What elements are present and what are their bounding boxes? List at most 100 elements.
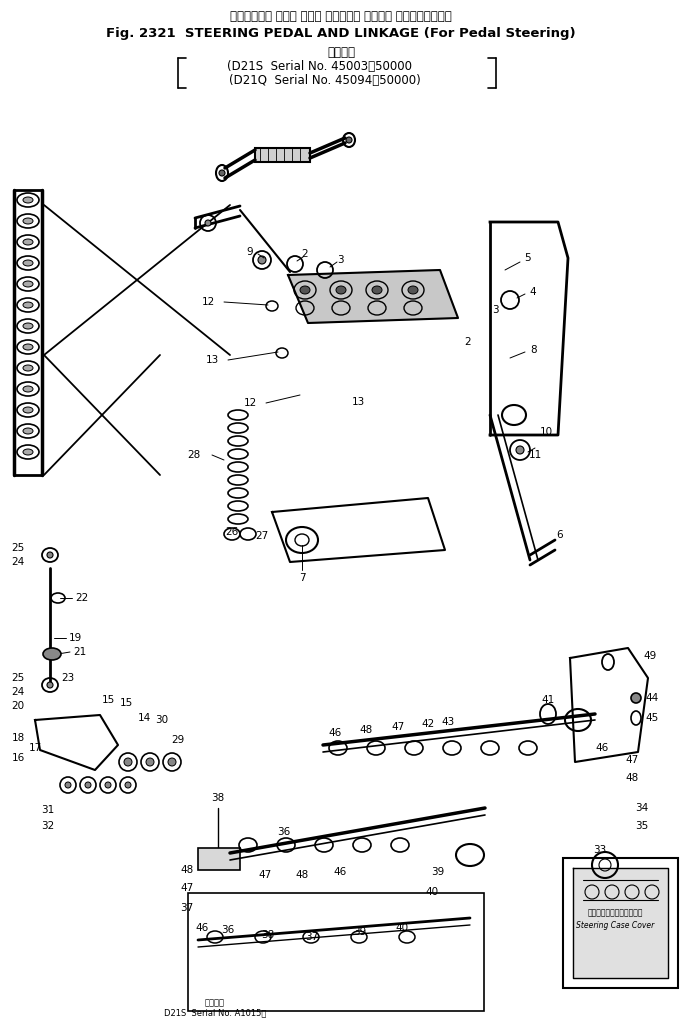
Text: 33: 33 xyxy=(593,845,606,855)
Ellipse shape xyxy=(23,449,33,455)
Text: 38: 38 xyxy=(211,793,224,803)
Text: 46: 46 xyxy=(195,923,209,933)
Text: 2: 2 xyxy=(301,249,308,259)
Ellipse shape xyxy=(23,344,33,350)
Ellipse shape xyxy=(205,220,211,226)
Text: 46: 46 xyxy=(333,868,346,877)
Text: 32: 32 xyxy=(42,821,55,831)
Text: 36: 36 xyxy=(278,827,291,837)
Ellipse shape xyxy=(300,286,310,294)
Text: 4: 4 xyxy=(530,287,536,297)
Text: 6: 6 xyxy=(557,530,563,540)
Text: 13: 13 xyxy=(351,397,365,407)
Text: 23: 23 xyxy=(61,673,74,683)
Text: 9: 9 xyxy=(247,247,253,257)
Text: 適用号機: 適用号機 xyxy=(327,45,355,58)
Ellipse shape xyxy=(23,407,33,413)
Ellipse shape xyxy=(23,365,33,371)
Ellipse shape xyxy=(336,286,346,294)
Ellipse shape xyxy=(219,170,225,176)
Text: 12: 12 xyxy=(201,297,215,307)
Text: (D21Q  Serial No. 45094～50000): (D21Q Serial No. 45094～50000) xyxy=(229,74,421,87)
Text: 31: 31 xyxy=(42,805,55,815)
Polygon shape xyxy=(573,868,668,978)
Text: 12: 12 xyxy=(243,398,256,408)
Text: 18: 18 xyxy=(12,733,25,743)
Text: 49: 49 xyxy=(643,651,657,661)
Text: 40: 40 xyxy=(396,923,409,933)
Text: 39: 39 xyxy=(353,927,367,937)
Text: 2: 2 xyxy=(464,337,471,347)
Bar xyxy=(255,148,310,162)
Ellipse shape xyxy=(23,218,33,224)
Text: 46: 46 xyxy=(328,728,342,738)
Text: 39: 39 xyxy=(432,868,445,877)
Ellipse shape xyxy=(23,197,33,203)
Text: 48: 48 xyxy=(625,773,638,783)
Ellipse shape xyxy=(43,648,61,660)
Text: 41: 41 xyxy=(542,695,554,705)
Text: 17: 17 xyxy=(29,743,42,753)
Text: 24: 24 xyxy=(12,687,25,697)
Text: 47: 47 xyxy=(391,722,404,732)
Ellipse shape xyxy=(125,782,131,788)
Text: 44: 44 xyxy=(645,693,659,703)
Ellipse shape xyxy=(258,256,266,264)
Text: 48: 48 xyxy=(180,865,194,875)
Text: ステアリングケースカバー: ステアリングケースカバー xyxy=(587,908,642,918)
Ellipse shape xyxy=(146,758,154,766)
Text: 16: 16 xyxy=(12,753,25,763)
Text: 30: 30 xyxy=(155,715,168,725)
Ellipse shape xyxy=(47,552,53,558)
Ellipse shape xyxy=(372,286,382,294)
Text: Fig. 2321  STEERING PEDAL AND LINKAGE (For Pedal Steering): Fig. 2321 STEERING PEDAL AND LINKAGE (Fo… xyxy=(106,28,576,41)
Text: 3: 3 xyxy=(492,305,499,315)
Ellipse shape xyxy=(23,302,33,308)
Text: 適用号機: 適用号機 xyxy=(205,998,225,1008)
Text: 38: 38 xyxy=(261,930,275,940)
Ellipse shape xyxy=(105,782,111,788)
Text: 45: 45 xyxy=(645,713,659,723)
Text: 15: 15 xyxy=(119,698,132,708)
Text: 22: 22 xyxy=(76,593,89,603)
Text: 40: 40 xyxy=(426,887,439,897)
Polygon shape xyxy=(288,270,458,323)
Ellipse shape xyxy=(23,239,33,244)
Ellipse shape xyxy=(85,782,91,788)
Text: 20: 20 xyxy=(12,701,25,711)
Ellipse shape xyxy=(346,137,352,143)
Bar xyxy=(563,858,678,988)
Text: 46: 46 xyxy=(595,743,608,753)
Ellipse shape xyxy=(65,782,71,788)
Text: 8: 8 xyxy=(531,345,537,355)
Text: 14: 14 xyxy=(137,713,151,723)
Text: 42: 42 xyxy=(421,719,434,729)
Text: 26: 26 xyxy=(225,527,239,537)
Ellipse shape xyxy=(23,323,33,329)
Text: 34: 34 xyxy=(636,803,649,813)
Text: 47: 47 xyxy=(625,755,638,765)
Text: 25: 25 xyxy=(12,543,25,553)
Text: 10: 10 xyxy=(539,427,552,437)
Text: 7: 7 xyxy=(299,573,306,583)
Text: 24: 24 xyxy=(12,557,25,567)
Bar xyxy=(188,893,484,1011)
Text: 27: 27 xyxy=(255,531,269,541)
Text: (D21S  Serial No. 45003～50000: (D21S Serial No. 45003～50000 xyxy=(228,59,413,73)
Ellipse shape xyxy=(516,446,524,454)
Text: 48: 48 xyxy=(295,870,309,880)
Text: 29: 29 xyxy=(171,735,185,745)
Ellipse shape xyxy=(23,428,33,434)
Text: 37: 37 xyxy=(306,932,318,942)
Text: 3: 3 xyxy=(337,255,343,265)
Text: D21S  Serial No. A1015～: D21S Serial No. A1015～ xyxy=(164,1009,266,1018)
Text: 15: 15 xyxy=(102,695,115,705)
Text: 11: 11 xyxy=(529,450,542,460)
Ellipse shape xyxy=(23,281,33,287)
Text: 47: 47 xyxy=(258,870,271,880)
Text: ステアリング ペダル および リンケージ （ペダル ステアリング用）: ステアリング ペダル および リンケージ （ペダル ステアリング用） xyxy=(230,9,452,23)
Text: 37: 37 xyxy=(180,903,194,913)
Text: 43: 43 xyxy=(441,717,455,727)
Text: 47: 47 xyxy=(180,883,194,893)
Text: Steering Case Cover: Steering Case Cover xyxy=(576,921,654,930)
